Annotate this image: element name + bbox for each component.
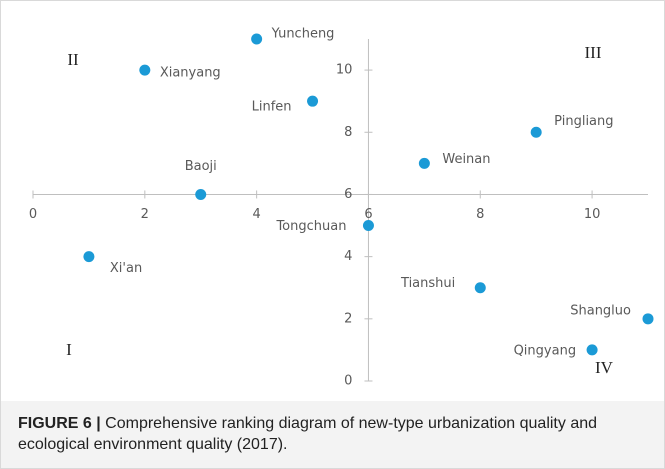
quadrant-label: I [66, 340, 72, 359]
point-label: Linfen [252, 100, 292, 115]
point-label: Weinan [442, 152, 490, 167]
x-tick-label: 8 [476, 207, 484, 222]
point [474, 282, 486, 294]
point-label: Tongchuan [275, 219, 346, 234]
x-tick-label: 6 [364, 207, 372, 222]
quadrant-label: IV [595, 358, 614, 377]
point-label: Xi'an [110, 261, 142, 276]
point [642, 313, 654, 325]
y-tick-label: 6 [344, 187, 352, 202]
point-label: Xianyang [160, 66, 221, 81]
point [251, 33, 263, 45]
point-label: Pingliang [554, 114, 613, 129]
point-label: Yuncheng [271, 27, 335, 42]
point [586, 344, 598, 356]
point [139, 64, 151, 76]
quadrant-label: III [585, 43, 602, 62]
x-tick-label: 10 [584, 207, 601, 222]
y-tick-label: 4 [344, 249, 352, 264]
caption: FIGURE 6 | Comprehensive ranking diagram… [1, 401, 664, 468]
point-label: Qingyang [514, 343, 577, 358]
point [195, 188, 207, 200]
point [307, 95, 319, 107]
y-tick-label: 0 [344, 374, 352, 389]
y-tick-label: 10 [336, 63, 353, 78]
point [418, 157, 430, 169]
y-tick-label: 2 [344, 311, 352, 326]
point [362, 220, 374, 232]
quadrant-label: II [67, 50, 79, 69]
chart: II III I IV 0 2 4 6 8 10 0 2 4 6 8 10 Yuncheng Xianya… [29, 27, 654, 389]
point-label: Tianshui [400, 276, 455, 291]
y-tick-label: 8 [344, 125, 352, 140]
caption-text: Comprehensive ranking diagram of new-typ… [18, 415, 598, 453]
x-tick-label: 4 [252, 207, 260, 222]
point-label: Baoji [185, 159, 217, 174]
x-tick-label: 2 [141, 207, 149, 222]
point [83, 251, 95, 263]
point [530, 126, 542, 138]
x-tick-label: 0 [29, 207, 37, 222]
caption-label: FIGURE 6 | [18, 415, 101, 432]
point-label: Shangluo [570, 303, 631, 318]
